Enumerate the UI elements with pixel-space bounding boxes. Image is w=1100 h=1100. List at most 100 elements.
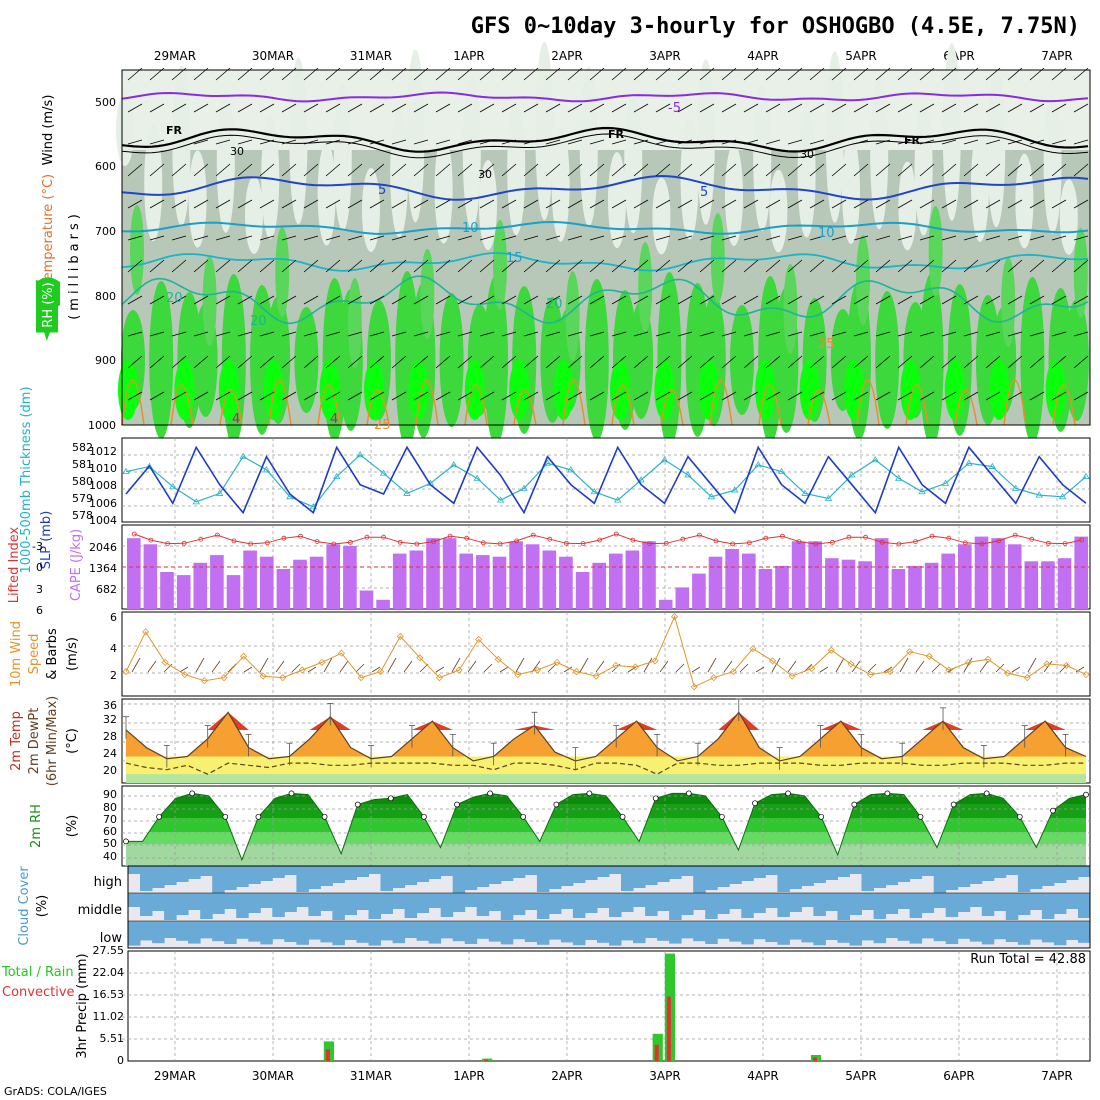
wind-barb xyxy=(897,391,913,401)
wind-point xyxy=(455,666,463,674)
wind-barb xyxy=(985,139,1001,145)
wind-barb xyxy=(1051,259,1067,273)
li-point xyxy=(431,539,436,544)
wind-barb xyxy=(171,331,187,337)
wind-barb xyxy=(941,199,957,209)
wind-barb xyxy=(963,391,979,401)
wind-barb xyxy=(611,295,627,305)
wind10-barb xyxy=(307,666,317,673)
cape-bar xyxy=(692,573,706,609)
wind-barb xyxy=(897,355,913,369)
wind-barb xyxy=(303,295,319,305)
cloud-high-bar xyxy=(933,866,947,893)
cape-bar xyxy=(1007,544,1022,609)
rh-blob xyxy=(842,136,860,244)
rh-blob xyxy=(1064,299,1089,421)
precip-tick: 16.53 xyxy=(93,988,125,1001)
rh-point xyxy=(321,813,328,820)
upper-air-panel: 500 600 700 800 900 1000 -5 FR FR FR 20 … xyxy=(88,41,1091,449)
wind-barb xyxy=(875,139,891,145)
cloud-low-bar xyxy=(681,921,694,939)
wind-barb xyxy=(171,235,187,241)
wind-barb xyxy=(127,259,143,273)
cape-bar xyxy=(492,556,507,609)
cloud-high-bar xyxy=(681,866,694,876)
wind-barb xyxy=(809,391,825,401)
li-tick: 6 xyxy=(36,604,43,617)
cape-bar xyxy=(758,569,773,609)
wind10-barb xyxy=(211,660,221,673)
wind-barb xyxy=(787,259,803,273)
rh-blob xyxy=(507,100,526,236)
cloud-high-bar xyxy=(260,866,273,881)
contour-label: FR xyxy=(166,124,183,137)
li-point xyxy=(298,533,303,539)
wind-barb xyxy=(1029,295,1045,305)
cloud-middle-bar xyxy=(1029,893,1043,910)
cloud-low-bar xyxy=(560,921,574,943)
cloud-high-bar xyxy=(597,866,610,877)
cloud-high-bar xyxy=(284,866,297,875)
rh2m-panel: 90 80 70 60 50 40 xyxy=(103,785,1091,867)
cloud-middle-bar xyxy=(969,893,983,907)
cape-bar xyxy=(542,550,557,609)
cape-bar xyxy=(609,553,623,609)
wind-speed-line xyxy=(125,615,1087,688)
wind-barb xyxy=(1051,199,1067,209)
rh-blob xyxy=(584,279,609,441)
cloud-low-bar xyxy=(368,921,381,946)
wind10-barb xyxy=(515,657,525,673)
wind-barb xyxy=(853,199,869,209)
wind-barb xyxy=(721,355,737,369)
bottom-date-axis: 29MAR 30MAR 31MAR 1APR 2APR 3APR 4APR 5A… xyxy=(154,1069,1073,1083)
wind-barb xyxy=(963,355,979,369)
wind-barb xyxy=(1007,103,1023,113)
wind-point xyxy=(553,658,561,666)
cloud-low-bar xyxy=(633,921,646,944)
wind-barb xyxy=(743,139,759,145)
wind-barb xyxy=(567,235,583,241)
precip-tick: 5.51 xyxy=(100,1032,125,1045)
precip-tick: 0 xyxy=(117,1054,124,1067)
cloud-high-bar xyxy=(320,866,333,886)
wind-barb xyxy=(721,199,737,209)
wind-barb xyxy=(171,139,187,145)
rh-blob xyxy=(551,126,570,242)
cloud-middle-bar xyxy=(476,893,490,916)
top-date-axis: 29MAR 30MAR 31MAR 1APR 2APR 3APR 4APR 5A… xyxy=(154,49,1073,63)
wind-barb xyxy=(281,199,297,209)
li-point xyxy=(962,540,968,546)
wind-label-3: & Barbs xyxy=(45,628,60,680)
cloud-high-bar xyxy=(909,866,923,879)
rh-point xyxy=(586,790,593,797)
cloud-middle-bar xyxy=(885,893,899,914)
wind-barb xyxy=(655,235,671,241)
contour-label: 4 xyxy=(330,412,338,427)
cloud-middle-bar xyxy=(777,893,790,917)
rh-blob xyxy=(652,177,671,255)
rh-blob xyxy=(898,161,917,251)
wind-barb xyxy=(1051,331,1067,337)
wind-barb xyxy=(545,295,561,305)
pressure-tick: 900 xyxy=(95,354,116,367)
cloud-middle-bar xyxy=(356,893,369,910)
wind-barb xyxy=(787,199,803,209)
cloud-high-bar xyxy=(212,866,225,893)
precip-panel-frame xyxy=(127,950,1091,1062)
wind-barb xyxy=(633,331,649,337)
li-point xyxy=(979,541,985,547)
wind-barb xyxy=(897,163,913,177)
wind-barb xyxy=(611,391,627,401)
wind-barb xyxy=(501,103,517,113)
wind-barb xyxy=(809,103,825,113)
pressure-tick: 600 xyxy=(95,160,116,173)
wind-panel-frame xyxy=(121,611,1091,697)
cloud-high-bar xyxy=(993,866,1007,878)
cloud-low-bar xyxy=(380,921,393,941)
wind-barb xyxy=(963,139,979,145)
wind-barb xyxy=(699,163,715,177)
wind-barb xyxy=(699,235,715,241)
contour-line xyxy=(121,133,1089,159)
rh-point xyxy=(354,801,361,808)
